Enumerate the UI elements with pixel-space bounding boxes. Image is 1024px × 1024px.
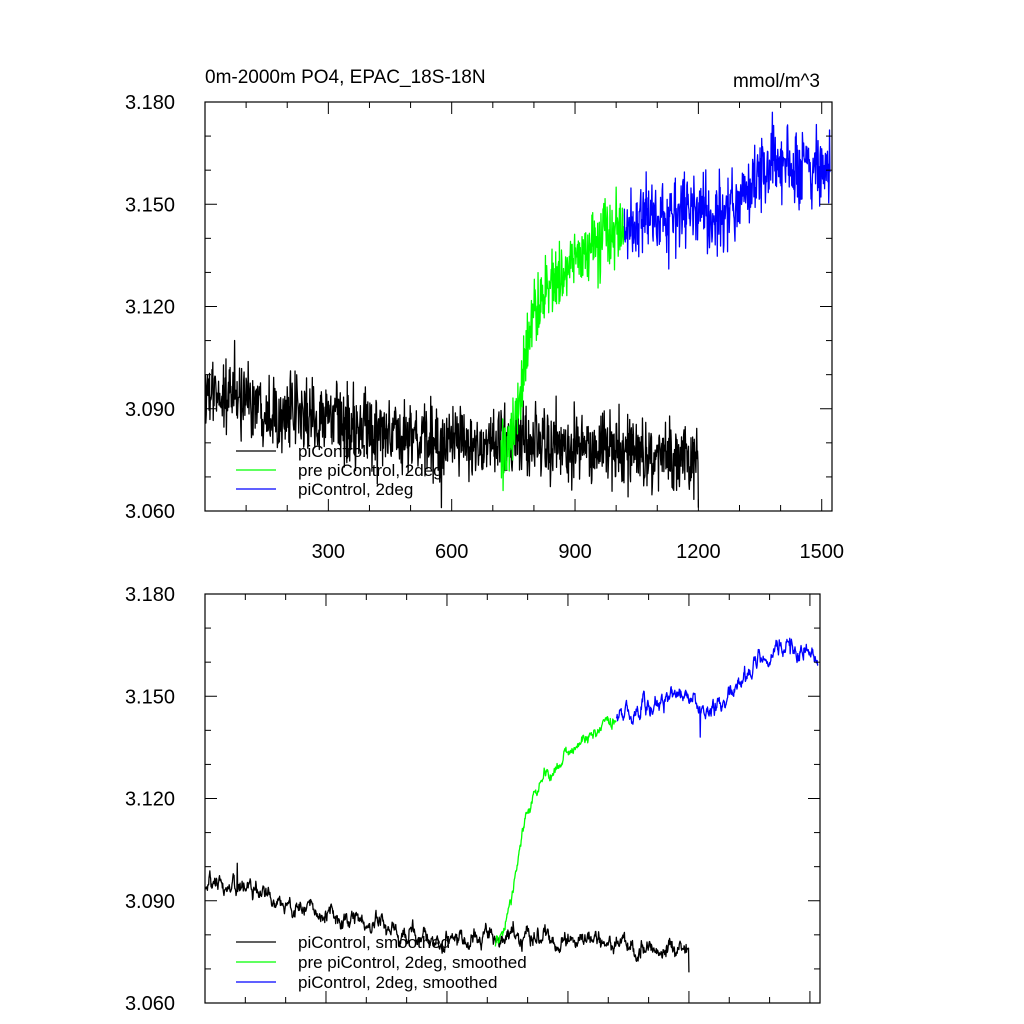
bottom-panel-smoothed: 3.060 3.090 3.120 3.150 3.180 piControl, smoo… xyxy=(125,584,821,1015)
series-line-0-1 xyxy=(500,186,626,492)
x-tick-label: 900 xyxy=(558,541,591,563)
x-tick-label: 1200 xyxy=(676,541,721,563)
series-line-0-2 xyxy=(623,111,831,270)
y-tick-label: 3.090 xyxy=(125,891,175,913)
legend-label: pre piControl, 2deg xyxy=(298,461,443,480)
x-tick-label: 300 xyxy=(312,541,345,563)
series-line-1-0 xyxy=(205,862,690,973)
chart-title: 0m-2000m PO4, EPAC_18S-18N xyxy=(205,67,486,88)
top-panel-raw: 3.060 3.090 3.120 3.150 3.180 300 600 900 1200 15… xyxy=(125,92,844,563)
y-tick-label: 3.180 xyxy=(125,584,175,606)
legend-label: piControl, 2deg, smoothed xyxy=(298,973,497,992)
series-line-1-2 xyxy=(615,637,819,738)
y-tick-label: 3.150 xyxy=(125,194,175,216)
y-tick-label: 3.180 xyxy=(125,92,175,114)
x-tick-label: 600 xyxy=(435,541,468,563)
legend-label: piControl xyxy=(298,442,366,461)
y-tick-label: 3.120 xyxy=(125,789,175,811)
y-tick-label: 3.060 xyxy=(125,993,175,1015)
units-label: mmol/m^3 xyxy=(733,71,820,92)
series-line-1-1 xyxy=(494,716,617,947)
x-tick-label: 1500 xyxy=(799,541,844,563)
y-tick-label: 3.060 xyxy=(125,501,175,523)
legend-label: piControl, 2deg xyxy=(298,480,413,499)
y-tick-label: 3.120 xyxy=(125,297,175,319)
y-tick-label: 3.090 xyxy=(125,399,175,421)
y-tick-label: 3.150 xyxy=(125,686,175,708)
legend-label: piControl, smoothed xyxy=(298,933,450,952)
legend-label: pre piControl, 2deg, smoothed xyxy=(298,953,527,972)
series-line-0-0 xyxy=(205,339,700,509)
